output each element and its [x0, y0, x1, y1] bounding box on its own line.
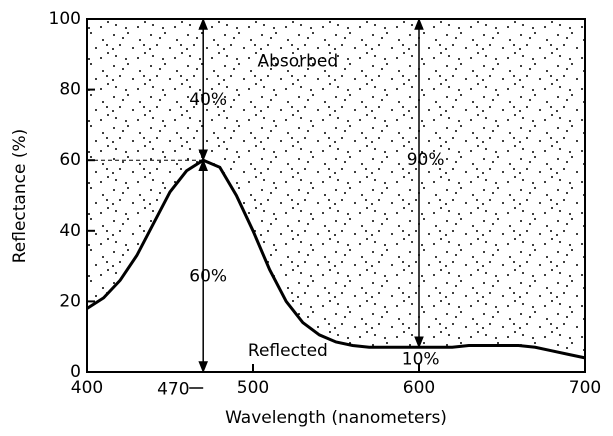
annotation: Reflected [248, 341, 328, 361]
x-tick-label: 600 [403, 378, 435, 398]
y-axis-label: Reflectance (%) [10, 129, 30, 264]
annotation: 470 [157, 380, 189, 400]
x-tick-label: 400 [71, 378, 103, 398]
annotation: 10% [402, 350, 440, 370]
reflectance-line [86, 158, 586, 360]
annotation: 90% [407, 150, 445, 170]
y-tick-label: 80 [59, 80, 81, 100]
y-tick-label: 40 [59, 221, 81, 241]
x-tick-label: 500 [237, 378, 269, 398]
y-tick-label: 20 [59, 291, 81, 311]
x-axis-label: Wavelength (nanometers) [225, 408, 447, 428]
annotation: Absorbed [257, 51, 338, 71]
annotation: 60% [189, 267, 227, 287]
annotation: 40% [189, 90, 227, 110]
plot-frame [86, 18, 586, 373]
y-tick-label: 100 [49, 9, 81, 29]
y-tick-label: 0 [70, 362, 81, 382]
absorbed-area [87, 19, 585, 358]
y-tick-label: 60 [59, 150, 81, 170]
x-tick-label: 700 [569, 378, 601, 398]
